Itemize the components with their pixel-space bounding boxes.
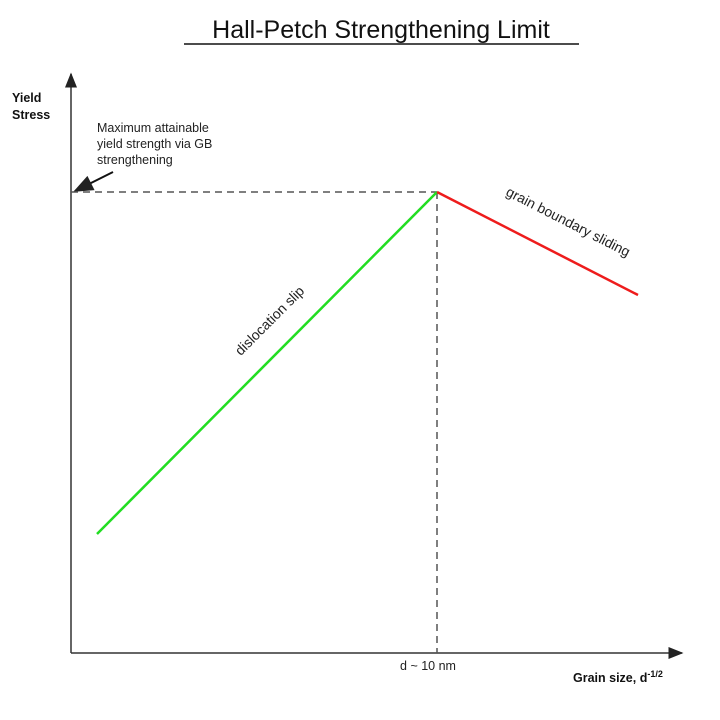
dislocation-slip-label: dislocation slip bbox=[232, 282, 308, 358]
annotation-arrow bbox=[73, 171, 114, 192]
x-axis-label: Grain size, d-1/2 bbox=[573, 669, 663, 685]
grain-boundary-sliding-line bbox=[436, 190, 639, 297]
x-axis-label-text: Grain size, d bbox=[573, 671, 647, 685]
annotation-line1: Maximum attainable bbox=[97, 121, 209, 135]
y-axis-label-line2: Stress bbox=[12, 108, 50, 122]
x-axis-label-superscript: -1/2 bbox=[647, 669, 663, 679]
grain-boundary-sliding-label: grain boundary sliding bbox=[504, 183, 633, 259]
peak-grain-size-label: d ~ 10 nm bbox=[400, 659, 456, 673]
annotation-line2: yield strength via GB bbox=[97, 137, 212, 151]
diagram-title: Hall-Petch Strengthening Limit bbox=[212, 16, 550, 44]
dislocation-slip-line bbox=[96, 191, 438, 535]
annotation-line3: strengthening bbox=[97, 153, 173, 167]
y-axis-label-line1: Yield bbox=[12, 91, 41, 105]
